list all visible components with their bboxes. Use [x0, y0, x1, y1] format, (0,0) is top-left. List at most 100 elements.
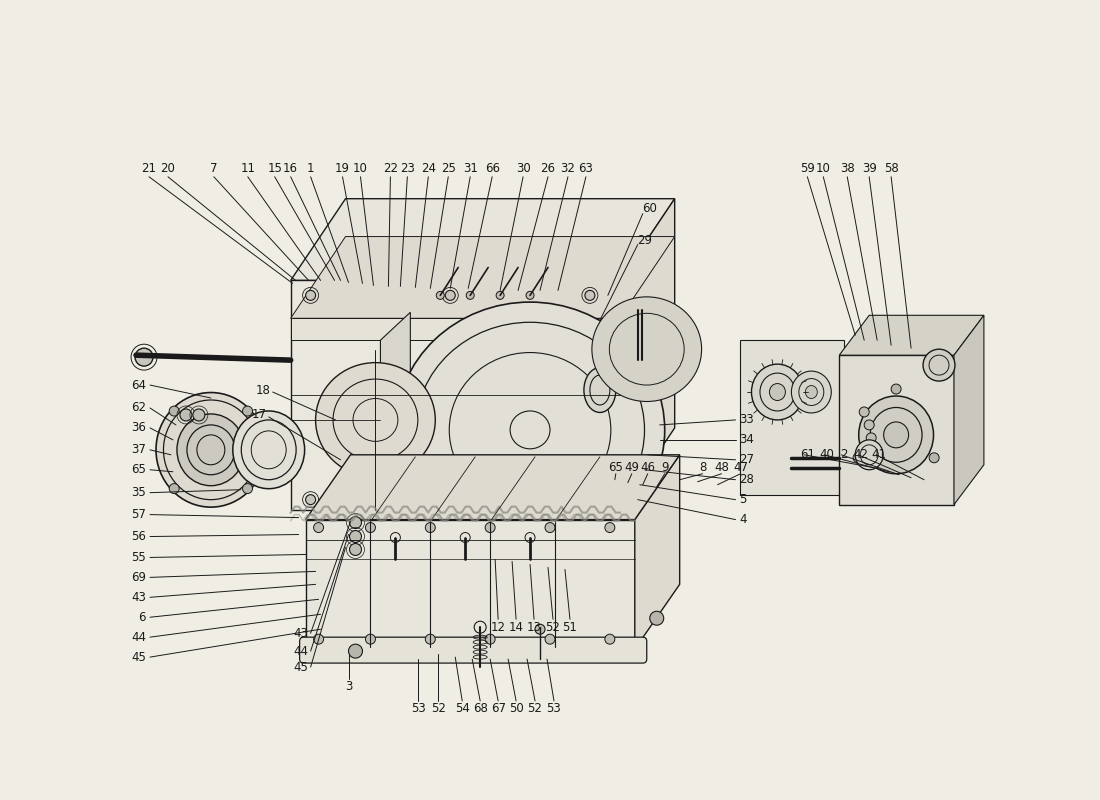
Text: 57: 57 — [131, 508, 146, 521]
Ellipse shape — [859, 396, 934, 474]
Text: 53: 53 — [547, 702, 561, 715]
Text: 44: 44 — [131, 630, 146, 644]
Text: 22: 22 — [383, 162, 398, 175]
Ellipse shape — [592, 297, 702, 402]
Text: 65: 65 — [608, 462, 624, 474]
Circle shape — [446, 290, 455, 300]
Text: 45: 45 — [131, 650, 146, 664]
Text: 24: 24 — [421, 162, 436, 175]
Text: 48: 48 — [714, 462, 729, 474]
Text: 63: 63 — [579, 162, 593, 175]
Text: 2: 2 — [840, 448, 848, 462]
Ellipse shape — [584, 368, 616, 413]
Text: 14: 14 — [508, 621, 524, 634]
Text: 40: 40 — [820, 448, 835, 462]
Circle shape — [306, 494, 316, 505]
Circle shape — [426, 634, 436, 644]
Ellipse shape — [805, 386, 817, 398]
Text: 6: 6 — [139, 610, 146, 624]
Circle shape — [135, 348, 153, 366]
Circle shape — [650, 611, 663, 626]
Circle shape — [350, 517, 362, 529]
Circle shape — [314, 634, 323, 644]
Text: 41: 41 — [871, 448, 887, 462]
Circle shape — [544, 522, 556, 533]
Circle shape — [496, 291, 504, 299]
Circle shape — [854, 453, 864, 462]
Circle shape — [180, 409, 191, 421]
Text: 42: 42 — [854, 448, 869, 462]
Text: 53: 53 — [411, 702, 426, 715]
Text: 10: 10 — [353, 162, 367, 175]
Polygon shape — [739, 340, 845, 494]
Text: 18: 18 — [255, 383, 271, 397]
Text: 61: 61 — [800, 448, 815, 462]
Text: 11: 11 — [240, 162, 255, 175]
Circle shape — [192, 409, 205, 421]
Text: 30: 30 — [516, 162, 530, 175]
Circle shape — [535, 624, 544, 634]
Ellipse shape — [156, 393, 266, 507]
Polygon shape — [954, 315, 983, 505]
Text: 39: 39 — [861, 162, 877, 175]
Polygon shape — [619, 198, 674, 510]
Circle shape — [306, 290, 316, 300]
Ellipse shape — [751, 364, 803, 420]
Text: 65: 65 — [131, 463, 146, 476]
Text: 4: 4 — [739, 513, 747, 526]
Circle shape — [350, 543, 362, 555]
Text: 7: 7 — [210, 162, 218, 175]
Text: 52: 52 — [546, 621, 560, 634]
Text: 52: 52 — [528, 702, 542, 715]
FancyBboxPatch shape — [299, 637, 647, 663]
Circle shape — [466, 291, 474, 299]
Text: 47: 47 — [733, 462, 748, 474]
Text: 12: 12 — [491, 621, 506, 634]
Text: 1: 1 — [307, 162, 315, 175]
Text: 59: 59 — [800, 162, 815, 175]
Text: 51: 51 — [562, 621, 578, 634]
Circle shape — [891, 384, 901, 394]
Text: 69: 69 — [131, 571, 146, 584]
Text: 52: 52 — [431, 702, 446, 715]
Circle shape — [930, 453, 939, 462]
Text: 15: 15 — [267, 162, 282, 175]
Text: 43: 43 — [294, 626, 309, 640]
Polygon shape — [290, 237, 674, 318]
Polygon shape — [290, 198, 674, 281]
Circle shape — [350, 530, 362, 542]
Circle shape — [242, 406, 253, 416]
Circle shape — [859, 407, 869, 417]
Circle shape — [485, 634, 495, 644]
Polygon shape — [635, 455, 680, 649]
Text: 60: 60 — [642, 202, 657, 215]
Polygon shape — [381, 312, 410, 510]
Text: 34: 34 — [739, 434, 755, 446]
Text: 13: 13 — [527, 621, 541, 634]
Circle shape — [169, 483, 179, 494]
Circle shape — [605, 522, 615, 533]
Text: 36: 36 — [131, 422, 146, 434]
Text: 17: 17 — [251, 409, 266, 422]
Circle shape — [605, 634, 615, 644]
Circle shape — [365, 634, 375, 644]
Text: 16: 16 — [283, 162, 298, 175]
Text: 64: 64 — [131, 378, 146, 391]
Ellipse shape — [883, 422, 909, 448]
Text: 54: 54 — [454, 702, 470, 715]
Polygon shape — [839, 355, 954, 505]
Circle shape — [585, 290, 595, 300]
Circle shape — [349, 644, 363, 658]
Text: 25: 25 — [441, 162, 455, 175]
Text: 56: 56 — [131, 530, 146, 543]
Ellipse shape — [395, 302, 664, 558]
Circle shape — [365, 522, 375, 533]
Text: 55: 55 — [131, 551, 146, 564]
Text: 29: 29 — [637, 234, 652, 247]
Text: 62: 62 — [131, 402, 146, 414]
Text: 10: 10 — [816, 162, 831, 175]
Text: 68: 68 — [473, 702, 487, 715]
Polygon shape — [306, 455, 680, 519]
Text: 28: 28 — [739, 474, 755, 486]
Text: 20: 20 — [161, 162, 175, 175]
